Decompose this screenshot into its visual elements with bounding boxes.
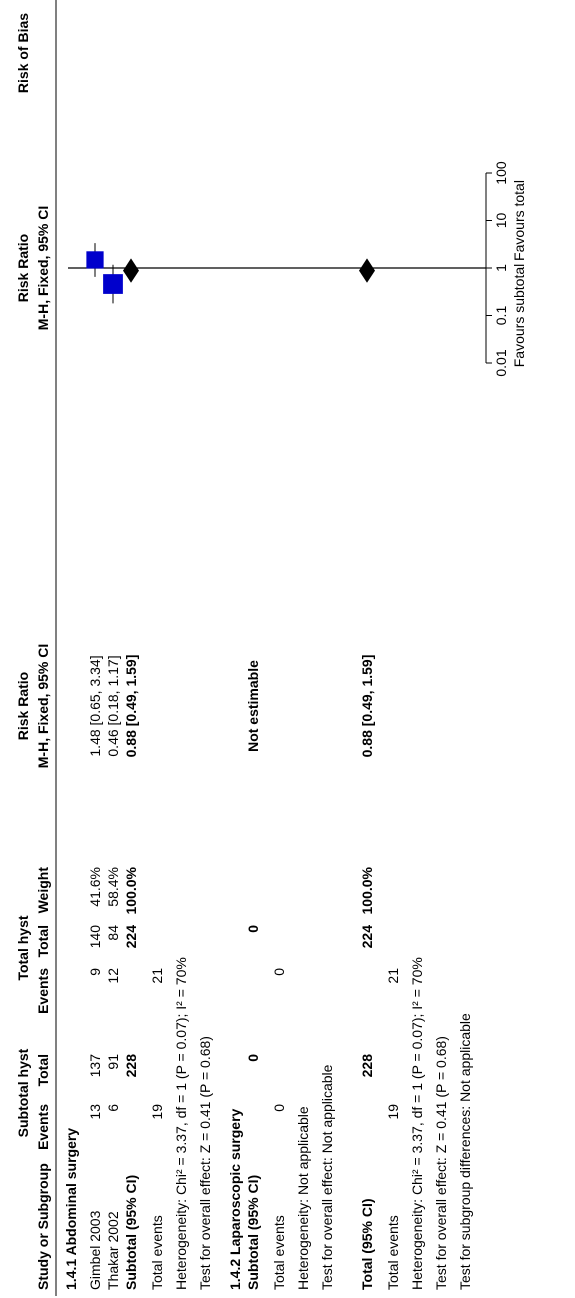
- tick-label: 1: [493, 264, 509, 272]
- gimbel-total2: 140: [87, 925, 103, 949]
- thakar-ci: 0.46 [0.18, 1.17]: [105, 655, 121, 756]
- gimbel-weight: 41.6%: [87, 867, 103, 907]
- total-events-2-label: Total events: [271, 1215, 287, 1290]
- subtotal-2-total1: 0: [245, 1054, 261, 1062]
- risk-ratio-plot-header: Risk Ratio: [15, 234, 31, 302]
- overall-test-1: Test for overall effect: Z = 0.41 (P = 0…: [197, 1036, 213, 1290]
- thakar-events1: 6: [105, 1104, 121, 1112]
- col-events2: Events: [35, 968, 51, 1014]
- heterogeneity-2: Heterogeneity: Not applicable: [295, 1106, 311, 1290]
- subtotal-1-weight: 100.0%: [123, 866, 139, 914]
- col-weight: Weight: [35, 867, 51, 914]
- col-events1: Events: [35, 1104, 51, 1150]
- total-events-2-events2: 0: [271, 968, 287, 976]
- total-events-1-events2: 21: [149, 968, 165, 984]
- favours-left-label: Favours subtotal: [511, 264, 527, 368]
- gimbel-total1: 137: [87, 1054, 103, 1078]
- summary-diamond: [359, 258, 375, 283]
- thakar-total1: 91: [105, 1054, 121, 1070]
- subtotal-1-total2: 224: [123, 925, 139, 949]
- col-total1: Total: [35, 1054, 51, 1086]
- group2-header: Total hyst: [15, 915, 31, 980]
- overall-test-2: Test for overall effect: Not applicable: [319, 1064, 335, 1290]
- thakar-events2: 12: [105, 968, 121, 984]
- gimbel-events2: 9: [87, 968, 103, 976]
- total-events-1-label: Total events: [149, 1215, 165, 1290]
- total-events-2-events1: 0: [271, 1104, 287, 1112]
- risk-ratio-header: Risk Ratio: [15, 672, 31, 740]
- study-marker: [103, 274, 123, 294]
- x-axis-ticks: 0.01 0.1 1 10 100: [486, 161, 509, 377]
- total-events-1-events1: 19: [149, 1104, 165, 1120]
- overall-total-label: Total (95% CI): [359, 1198, 375, 1290]
- col-study: Study or Subgroup: [35, 1163, 51, 1290]
- subgroup-2-title: 1.4.2 Laparoscopic surgery: [227, 1108, 243, 1290]
- summary-diamond: [123, 258, 139, 283]
- tick-label: 0.01: [493, 349, 509, 376]
- study-marker: [86, 251, 104, 269]
- col-plot-method: M-H, Fixed, 95% CI: [35, 206, 51, 330]
- heterogeneity-1: Heterogeneity: Chi² = 3.37, df = 1 (P = …: [173, 957, 189, 1290]
- study-row-gimbel: Gimbel 2003: [87, 1210, 103, 1290]
- subtotal-2-total2: 0: [245, 925, 261, 933]
- group1-header: Subtotal hyst: [15, 1048, 31, 1137]
- study-row-thakar: Thakar 2002: [105, 1211, 121, 1290]
- tick-label: 0.1: [493, 306, 509, 326]
- col-total2: Total: [35, 925, 51, 957]
- overall-ci: 0.88 [0.49, 1.59]: [359, 655, 375, 758]
- thakar-total2: 84: [105, 925, 121, 941]
- overall-total-events2: 21: [385, 968, 401, 984]
- tick-label: 100: [493, 161, 509, 185]
- gimbel-ci: 1.48 [0.65, 3.34]: [87, 655, 103, 756]
- tick-label: 10: [493, 213, 509, 229]
- subtotal-2-label: Subtotal (95% CI): [245, 1175, 261, 1290]
- subtotal-2-ci: Not estimable: [245, 660, 261, 752]
- overall-test: Test for overall effect: Z = 0.41 (P = 0…: [433, 1036, 449, 1290]
- overall-total2: 224: [359, 925, 375, 949]
- forest-marks: [86, 243, 375, 304]
- subgroup-differences-test: Test for subgroup differences: Not appli…: [457, 1013, 473, 1290]
- col-method: M-H, Fixed, 95% CI: [35, 644, 51, 768]
- risk-of-bias-header: Risk of Bias: [15, 13, 31, 93]
- subtotal-1-ci: 0.88 [0.49, 1.59]: [123, 655, 139, 758]
- gimbel-events1: 13: [87, 1104, 103, 1120]
- overall-total-events-label: Total events: [385, 1215, 401, 1290]
- overall-heterogeneity: Heterogeneity: Chi² = 3.37, df = 1 (P = …: [409, 957, 425, 1290]
- subtotal-1-label: Subtotal (95% CI): [123, 1175, 139, 1290]
- favours-right-label: Favours total: [511, 180, 527, 261]
- overall-total1: 228: [359, 1054, 375, 1078]
- overall-total-events1: 19: [385, 1104, 401, 1120]
- overall-weight: 100.0%: [359, 866, 375, 914]
- subtotal-1-total1: 228: [123, 1054, 139, 1078]
- thakar-weight: 58.4%: [105, 867, 121, 907]
- subgroup-1-title: 1.4.1 Abdominal surgery: [63, 1128, 79, 1290]
